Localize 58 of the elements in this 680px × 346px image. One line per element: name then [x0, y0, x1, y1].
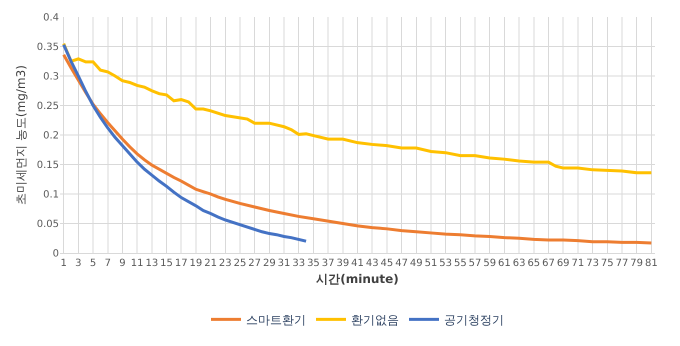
x-tick-label: 41	[351, 258, 364, 269]
y-tick-label: 0.4	[43, 12, 59, 24]
x-tick-label: 17	[174, 258, 188, 269]
legend-label: 스마트환기	[246, 313, 306, 328]
x-tick-label: 43	[366, 258, 379, 269]
x-tick-label: 3	[75, 258, 82, 269]
y-tick-label: 0	[52, 248, 59, 260]
x-tick-label: 21	[204, 258, 217, 269]
x-tick-label: 39	[336, 258, 350, 269]
x-tick-label: 7	[104, 258, 111, 269]
line-series	[62, 43, 308, 243]
y-axis-title: 초미세먼지 농도(mg/m3)	[14, 65, 28, 205]
x-tick-label: 23	[218, 258, 232, 269]
x-tick-label: 73	[586, 258, 599, 269]
y-tick-label: 0.35	[36, 42, 59, 53]
x-tick-label: 19	[190, 258, 202, 269]
x-tick-label: 1	[60, 258, 67, 269]
line-series	[62, 42, 653, 174]
x-tick-label: 15	[160, 258, 173, 269]
x-tick-label: 45	[380, 258, 394, 269]
y-tick-label: 0.2	[43, 130, 59, 142]
x-tick-label: 31	[278, 258, 290, 269]
x-tick-label: 29	[262, 258, 276, 269]
x-tick-label: 51	[424, 258, 438, 269]
y-tick-label: 0.25	[36, 101, 59, 112]
x-tick-label: 13	[145, 258, 158, 269]
x-tick-label: 67	[542, 258, 555, 269]
x-tick-label: 63	[512, 258, 526, 269]
y-tick-label: 0.3	[43, 72, 59, 82]
x-tick-label: 37	[322, 258, 334, 269]
x-tick-label: 25	[234, 258, 246, 269]
x-tick-label: 27	[248, 258, 262, 269]
x-axis-title: 시간(minute)	[316, 272, 399, 286]
x-tick-label: 47	[395, 258, 408, 269]
legend-label: 공기청정기	[444, 313, 504, 328]
x-tick-label: 5	[90, 258, 96, 269]
x-tick-label: 35	[307, 258, 320, 269]
legend-label: 환기없음	[351, 313, 399, 328]
y-tick-label: 0.05	[36, 219, 59, 230]
x-tick-label: 79	[630, 258, 644, 269]
x-tick-label: 77	[616, 258, 628, 269]
x-tick-label: 71	[572, 258, 584, 269]
y-tick-label: 0.1	[43, 190, 59, 200]
x-tick-label: 53	[439, 258, 452, 269]
x-tick-label: 65	[527, 258, 540, 269]
x-tick-label: 75	[600, 258, 614, 269]
y-tick-label: 0.15	[36, 160, 59, 171]
x-tick-label: 61	[498, 258, 511, 269]
x-tick-label: 9	[119, 258, 126, 269]
x-tick-label: 81	[644, 258, 658, 269]
x-tick-label: 69	[556, 258, 570, 269]
x-tick-label: 11	[130, 258, 144, 269]
x-tick-label: 57	[468, 258, 482, 269]
line-series	[62, 53, 653, 244]
x-tick-label: 55	[454, 258, 467, 269]
x-tick-label: 59	[483, 258, 496, 269]
x-tick-label: 49	[410, 258, 423, 269]
x-tick-label: 33	[292, 258, 306, 269]
